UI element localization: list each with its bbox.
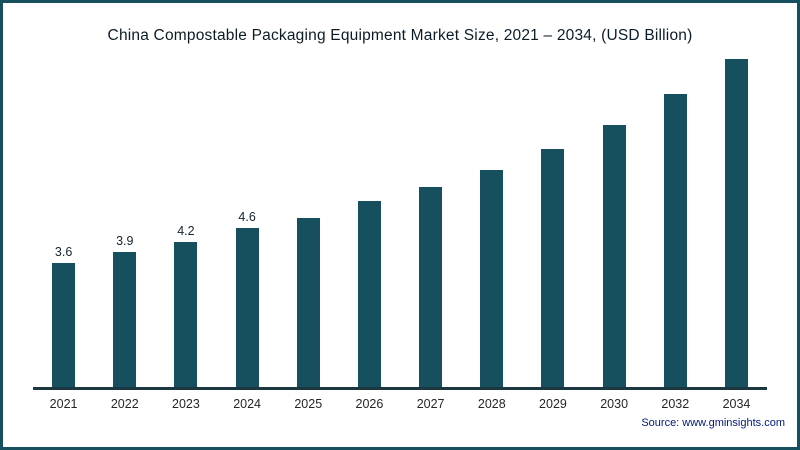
x-axis-label: 2024 (233, 397, 261, 411)
x-axis-line (33, 387, 767, 390)
bar (663, 94, 687, 387)
x-axis-label: 2022 (110, 397, 139, 411)
x-axis-label: 2021 (49, 397, 78, 411)
bar (174, 242, 198, 387)
plot-area: 3.6 3.9 4.2 4.6 (33, 45, 767, 387)
bar (357, 201, 381, 387)
bar-value-label: 4.2 (177, 224, 195, 238)
x-axis-label: 2026 (355, 397, 384, 411)
bar (296, 218, 320, 387)
bar (113, 252, 137, 387)
x-axis-label: 2023 (172, 397, 200, 411)
bar-cell: 4.6 (217, 210, 278, 387)
bar-chart: 3.6 3.9 4.2 4.6 2021 2022 2023 2024 2025 2026 202… (33, 45, 767, 411)
bar (602, 125, 626, 387)
bar-cell: 3.6 (33, 245, 94, 387)
bar (724, 59, 748, 387)
x-axis-label: 2025 (294, 397, 323, 411)
bar-cell (400, 187, 461, 387)
bar-value-label: 4.6 (238, 210, 256, 224)
x-axis-labels: 2021 2022 2023 2024 2025 2026 2027 2028 2029 2030… (33, 397, 767, 411)
x-axis-label: 2029 (539, 397, 567, 411)
bar-cell (706, 59, 767, 387)
x-axis-label: 2030 (600, 397, 629, 411)
bar-cell: 4.2 (155, 224, 216, 387)
x-axis-label: 2032 (661, 397, 690, 411)
bar-cell: 3.9 (94, 234, 155, 387)
bar-cell (522, 149, 583, 387)
bar-cell (278, 218, 339, 387)
bar-value-label: 3.6 (54, 245, 73, 259)
bar-cell (339, 201, 400, 387)
bar-cell (645, 94, 706, 387)
bar (480, 170, 504, 387)
bar (52, 263, 76, 387)
bar-cell (584, 125, 645, 387)
x-axis-label: 2034 (722, 397, 751, 411)
chart-title: China Compostable Packaging Equipment Ma… (107, 27, 693, 44)
bar-cell (461, 170, 522, 387)
bar-value-label: 3.9 (116, 234, 134, 248)
bar (235, 228, 259, 387)
bar (419, 187, 443, 387)
x-axis-label: 2028 (477, 397, 506, 411)
source-attribution: Source: www.gminsights.com (641, 417, 785, 429)
bar (541, 149, 565, 387)
x-axis-label: 2027 (416, 397, 445, 411)
